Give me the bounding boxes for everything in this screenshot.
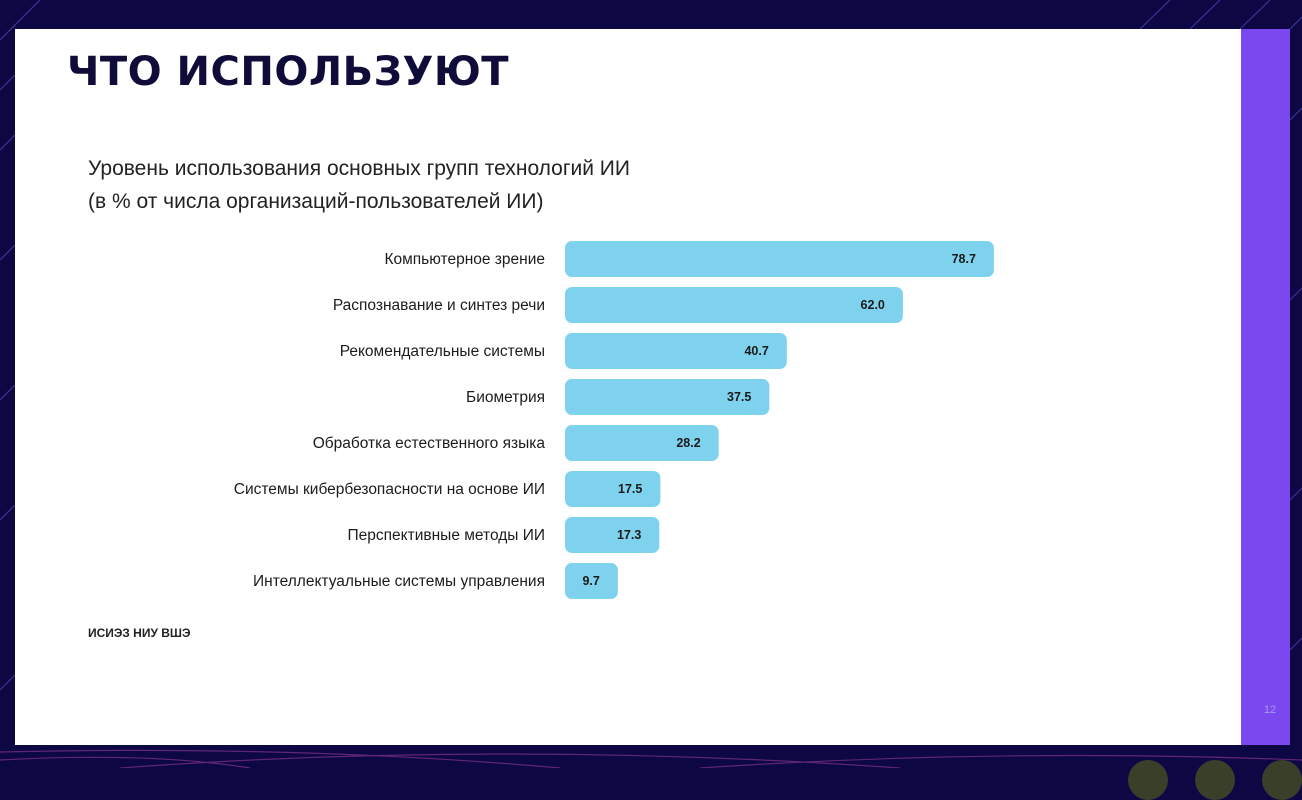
- bar-8: [565, 563, 618, 599]
- value-label: 17.5: [618, 482, 642, 496]
- category-label: Распознавание и синтез речи: [333, 297, 545, 314]
- slide-title: ЧТО ИСПОЛЬЗУЮТ: [67, 49, 510, 95]
- background-decoration: [0, 0, 1302, 768]
- value-label: 37.5: [727, 390, 751, 404]
- value-label: 28.2: [676, 436, 700, 450]
- bar-4: [565, 379, 770, 415]
- category-label: Биометрия: [466, 389, 545, 406]
- value-label: 40.7: [744, 344, 768, 358]
- decor-circle: [1262, 760, 1302, 800]
- chart-title-line-1: Уровень использования основных групп тех…: [88, 157, 630, 180]
- value-label: 78.7: [952, 252, 976, 266]
- value-label: 62.0: [861, 298, 885, 312]
- decor-circle: [1128, 760, 1168, 800]
- bar-3: [565, 333, 787, 369]
- bar-7: [565, 517, 660, 553]
- category-label: Системы кибербезопасности на основе ИИ: [234, 481, 545, 498]
- bar-5: [565, 425, 719, 461]
- bar-6: [565, 471, 661, 507]
- chart-title-line-2: (в % от числа организаций-пользователей …: [88, 190, 544, 213]
- page-number: 12: [1263, 704, 1277, 716]
- decor-circle: [1195, 760, 1235, 800]
- value-label: 17.3: [617, 528, 641, 542]
- category-label: Рекомендательные системы: [340, 343, 545, 360]
- category-label: Обработка естественного языка: [313, 435, 546, 452]
- category-label: Интеллектуальные системы управления: [253, 573, 545, 590]
- chart-title: Уровень использования основных групп тех…: [88, 152, 630, 218]
- bar-chart: Компьютерное зрение 78.7 Распознавание и с…: [234, 241, 994, 599]
- bar-2: [565, 287, 903, 323]
- source-note: ИСИЭЗ НИУ ВШЭ: [88, 626, 191, 640]
- bar-1: [565, 241, 994, 277]
- accent-sidebar: [1241, 29, 1290, 745]
- slide-canvas: ЧТО ИСПОЛЬЗУЮТ Уровень использования осн…: [15, 29, 1241, 745]
- category-label: Компьютерное зрение: [384, 251, 545, 268]
- value-label: 9.7: [582, 574, 599, 588]
- category-label: Перспективные методы ИИ: [348, 527, 545, 544]
